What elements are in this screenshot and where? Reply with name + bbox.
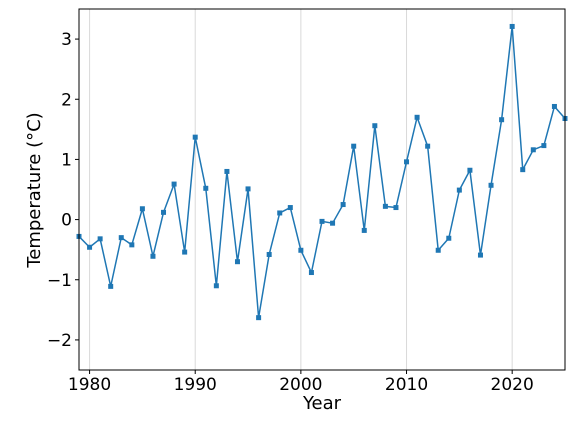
y-tick-label: −2 [47,331,72,351]
data-point-marker [182,249,188,255]
data-point-marker [551,103,557,109]
y-axis-ticks: −2 −1 0 1 2 3 [47,30,79,351]
data-point-marker [477,252,483,258]
y-axis-label: Temperature (°C) [24,112,45,268]
data-point-marker [298,247,304,253]
data-point-marker [150,253,156,259]
data-point-marker [97,236,103,242]
data-point-marker [118,235,124,241]
data-point-marker [499,117,505,123]
x-tick-label: 2020 [491,375,534,395]
x-axis-ticks: 1980 1990 2000 2010 2020 [68,370,534,395]
y-tick-label: −1 [47,271,72,291]
data-point-marker [530,147,536,153]
y-tick-label: 0 [61,211,72,231]
data-point-marker [404,159,410,165]
data-point-marker [224,168,230,174]
data-point-marker [351,143,357,149]
data-point-marker [287,205,293,211]
data-point-marker [361,227,367,233]
data-point-marker [213,283,219,289]
data-point-marker [467,167,473,173]
x-tick-label: 1990 [174,375,217,395]
data-point-marker [372,123,378,129]
data-point-marker [256,315,262,321]
data-point-marker [192,134,198,140]
data-point-marker [234,259,240,265]
series-line-layer [78,25,566,319]
data-point-marker [245,186,251,192]
data-point-marker [266,251,272,257]
data-point-marker [139,206,145,212]
data-point-marker [456,187,462,193]
data-point-marker [108,283,114,289]
x-tick-label: 1980 [68,375,111,395]
data-point-marker [446,235,452,241]
y-tick-label: 3 [61,30,72,50]
data-point-marker [330,220,336,226]
data-point-marker [414,114,420,120]
x-tick-label: 2010 [385,375,428,395]
data-point-marker [277,210,283,216]
data-point-marker [393,205,399,211]
y-tick-label: 1 [61,150,72,170]
data-point-marker [382,203,388,209]
series-line [78,25,566,319]
data-point-marker [520,167,526,173]
y-tick-label: 2 [61,90,72,110]
x-axis-label: Year [302,393,342,414]
data-point-marker [308,270,314,276]
data-point-marker [319,218,325,224]
data-point-marker [171,181,177,187]
data-point-marker [340,202,346,208]
data-point-marker [425,143,431,149]
gridlines [89,9,513,370]
plot-area-frame [78,8,566,371]
data-point-marker [488,182,494,188]
data-point-marker [129,242,135,248]
data-point-marker [541,143,547,149]
x-tick-label: 2000 [279,375,322,395]
data-point-marker [203,185,209,191]
data-point-marker [87,244,93,250]
data-point-marker [161,209,167,215]
data-point-marker [509,23,515,29]
data-point-marker [435,247,441,253]
